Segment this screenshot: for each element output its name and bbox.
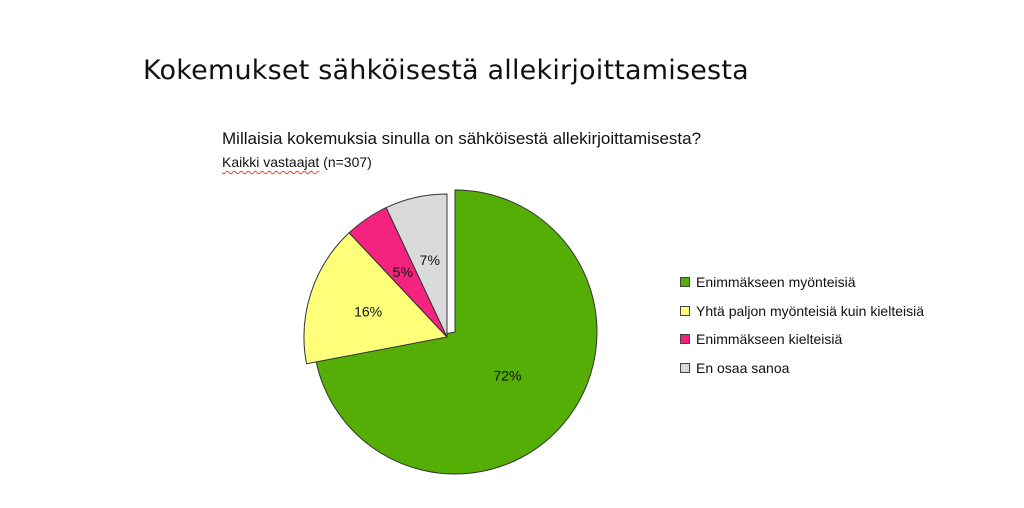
legend-item-en-osaa-sanoa: En osaa sanoa xyxy=(680,359,924,376)
chart-subtitle-count: (n=307) xyxy=(319,154,372,170)
pie-label-en-osaa-sanoa: 7% xyxy=(420,252,440,268)
legend-swatch xyxy=(680,334,690,344)
legend-label: Enimmäkseen myönteisiä xyxy=(696,274,856,290)
chart-legend: Enimmäkseen myönteisiä Yhtä paljon myönte… xyxy=(680,274,925,389)
chart-subtitle: Kaikki vastaajat (n=307) xyxy=(222,154,372,170)
legend-label: Enimmäkseen kielteisiä xyxy=(696,331,843,347)
legend-swatch xyxy=(680,362,690,373)
legend-swatch xyxy=(680,305,690,316)
pie-label-yht-paljon-my-nteisi-kuin-kielteisi: 16% xyxy=(354,303,382,319)
legend-item-enimm-kseen-kielteisi: Enimmäkseen kielteisiä xyxy=(680,331,924,347)
legend-label: En osaa sanoa xyxy=(696,359,790,376)
pie-label-enimm-kseen-my-nteisi: 72% xyxy=(493,367,521,383)
legend-item-yht-paljon-my-nteisi-kuin-kielteisi: Yhtä paljon myönteisiä kuin kielteisiä xyxy=(680,302,925,319)
chart-title: Millaisia kokemuksia sinulla on sähköise… xyxy=(222,129,702,148)
chart-subtitle-group: Kaikki vastaajat xyxy=(222,154,320,170)
legend-swatch xyxy=(680,277,690,287)
pie-slice-yht-paljon-my-nteisi-kuin-kielteisi xyxy=(303,232,448,365)
legend-item-enimm-kseen-my-nteisi: Enimmäkseen myönteisiä xyxy=(680,274,924,290)
slide-title: Kokemukset sähköisestä allekirjoittamise… xyxy=(143,55,749,86)
pie-slice-enimm-kseen-my-nteisi xyxy=(315,189,598,475)
legend-label: Yhtä paljon myönteisiä kuin kielteisiä xyxy=(696,302,925,319)
pie-label-enimm-kseen-kielteisi: 5% xyxy=(393,264,413,280)
pie-slice-en-osaa-sanoa xyxy=(385,193,448,338)
